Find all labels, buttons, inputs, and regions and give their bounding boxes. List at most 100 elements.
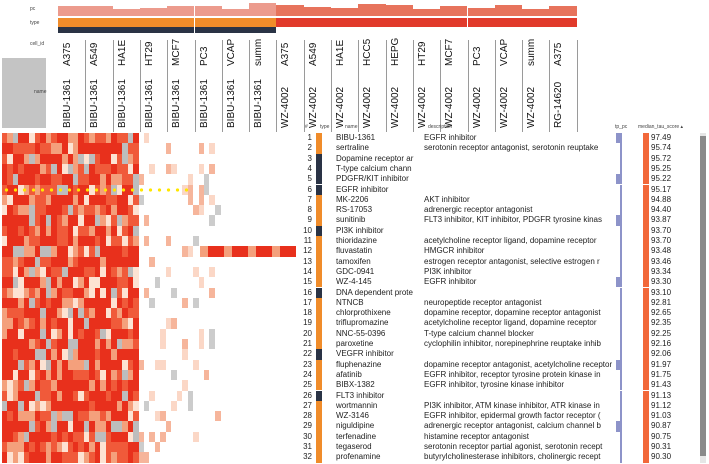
heatmap-cell[interactable] [198, 215, 205, 226]
heatmap-cell[interactable] [62, 236, 68, 247]
heatmap-cell[interactable] [143, 308, 150, 319]
heatmap-cell[interactable] [198, 318, 205, 329]
heatmap-cell[interactable] [133, 194, 139, 206]
heatmap-cell[interactable] [187, 411, 194, 422]
heatmap-cell[interactable] [105, 215, 112, 226]
heatmap-cell[interactable] [72, 174, 79, 185]
heatmap-cell[interactable] [138, 256, 145, 268]
heatmap-cell[interactable] [78, 215, 85, 226]
heatmap-cell[interactable] [176, 390, 183, 402]
heatmap-cell[interactable] [182, 339, 188, 350]
heatmap-cell[interactable] [72, 390, 79, 402]
heatmap-cell[interactable] [171, 133, 177, 144]
heatmap-cell[interactable] [204, 236, 210, 247]
heatmap-cell[interactable] [56, 400, 63, 412]
heatmap-cell[interactable] [12, 215, 19, 226]
heatmap-cell[interactable] [187, 163, 194, 175]
heatmap-cell[interactable] [214, 287, 221, 299]
heatmap-cell[interactable] [116, 297, 123, 309]
heatmap-cell[interactable] [40, 369, 46, 381]
heatmap-cell[interactable] [67, 328, 74, 340]
heatmap-cell[interactable] [100, 421, 107, 432]
heatmap-cell[interactable] [198, 380, 205, 391]
heatmap-cell[interactable] [209, 308, 216, 319]
row-name[interactable]: triflupromazine [336, 318, 389, 328]
heatmap-cell[interactable] [100, 431, 107, 443]
heatmap-cell[interactable] [198, 174, 205, 185]
heatmap-cell[interactable] [214, 442, 221, 453]
col-header-description[interactable]: description [428, 124, 453, 130]
heatmap-cell[interactable] [83, 225, 90, 237]
heatmap-cell[interactable] [29, 349, 36, 360]
heatmap-cell[interactable] [72, 431, 79, 443]
heatmap-cell[interactable] [214, 143, 221, 154]
heatmap-cell[interactable] [193, 205, 199, 216]
heatmap-cell[interactable] [122, 318, 128, 329]
heatmap-cell[interactable] [209, 328, 216, 340]
heatmap-cell[interactable] [40, 143, 46, 154]
heatmap-cell[interactable] [193, 194, 199, 206]
heatmap-cell[interactable] [116, 256, 123, 268]
heatmap-cell[interactable] [12, 390, 19, 402]
heatmap-cell[interactable] [182, 153, 188, 165]
heatmap-cell[interactable] [127, 246, 134, 257]
heatmap-cell[interactable] [89, 400, 96, 412]
row-name[interactable]: PDGFR/KIT inhibitor [336, 174, 409, 184]
heatmap-cell[interactable] [12, 400, 19, 412]
heatmap-cell[interactable] [62, 266, 68, 278]
heatmap-cell[interactable] [133, 215, 139, 226]
heatmap-cell[interactable] [116, 328, 123, 340]
heatmap-cell[interactable] [78, 225, 85, 237]
heatmap-cell[interactable] [34, 256, 41, 268]
heatmap-cell[interactable] [18, 369, 25, 381]
heatmap-cell[interactable] [171, 400, 177, 412]
heatmap-cell[interactable] [193, 308, 199, 319]
heatmap-cell[interactable] [78, 349, 85, 360]
heatmap-cell[interactable] [111, 133, 117, 144]
heatmap-cell[interactable] [12, 297, 19, 309]
heatmap-cell[interactable] [72, 452, 79, 463]
heatmap-cell[interactable] [105, 452, 112, 463]
heatmap-cell[interactable] [176, 308, 183, 319]
heatmap-cell[interactable] [204, 215, 210, 226]
heatmap-cell[interactable] [100, 153, 107, 165]
heatmap-cell[interactable] [29, 442, 36, 453]
heatmap-cell[interactable] [18, 153, 25, 165]
heatmap-cell[interactable] [51, 390, 57, 402]
heatmap-cell[interactable] [176, 297, 183, 309]
heatmap-cell[interactable] [40, 359, 46, 371]
heatmap-cell[interactable] [45, 174, 52, 185]
heatmap-cell[interactable] [94, 411, 101, 422]
heatmap-cell[interactable] [160, 256, 167, 268]
heatmap-cell[interactable] [89, 205, 96, 216]
heatmap-cell[interactable] [154, 215, 161, 226]
col-header-score[interactable]: median_tau_score ▴ [638, 124, 684, 130]
heatmap-cell[interactable] [193, 236, 199, 247]
heatmap-cell[interactable] [154, 421, 161, 432]
heatmap-cell[interactable] [2, 133, 8, 144]
heatmap-cell[interactable] [56, 194, 63, 206]
heatmap-cell[interactable] [7, 380, 14, 391]
heatmap-cell[interactable] [165, 349, 172, 360]
heatmap-cell[interactable] [193, 452, 199, 463]
heatmap-cell[interactable] [2, 277, 8, 288]
heatmap-cell[interactable] [204, 287, 210, 299]
heatmap-cell[interactable] [89, 359, 96, 371]
heatmap-cell[interactable] [176, 153, 183, 165]
heatmap-cell[interactable] [29, 225, 36, 237]
heatmap-cell[interactable] [187, 174, 194, 185]
heatmap-cell[interactable] [193, 174, 199, 185]
heatmap-cell[interactable] [149, 452, 156, 463]
heatmap-cell[interactable] [100, 442, 107, 453]
heatmap-cell[interactable] [160, 153, 167, 165]
heatmap-cell[interactable] [160, 339, 167, 350]
row-name[interactable]: BIBX-1382 [336, 380, 375, 390]
heatmap-cell[interactable] [127, 442, 134, 453]
heatmap-cell[interactable] [105, 194, 112, 206]
heatmap-cell[interactable] [72, 266, 79, 278]
heatmap-cell[interactable] [116, 452, 123, 463]
heatmap-cell[interactable] [149, 308, 156, 319]
heatmap-cell[interactable] [23, 133, 30, 144]
heatmap-cell[interactable] [23, 297, 30, 309]
heatmap-cell[interactable] [18, 380, 25, 391]
